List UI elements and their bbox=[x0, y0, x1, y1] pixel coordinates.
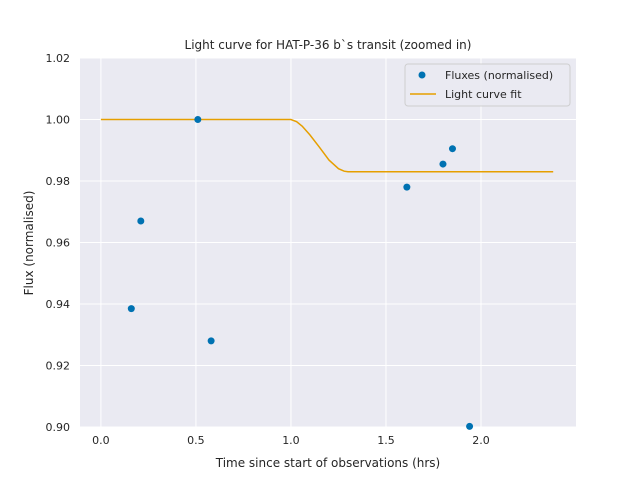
y-tick-label: 0.96 bbox=[46, 237, 71, 250]
y-tick-label: 0.90 bbox=[46, 421, 71, 434]
data-point bbox=[137, 217, 145, 225]
x-tick-label: 1.0 bbox=[282, 434, 300, 447]
points-layer bbox=[127, 116, 474, 430]
x-axis-ticks: 0.0 0.5 1.0 1.5 2.0 bbox=[92, 434, 490, 447]
data-point bbox=[448, 145, 456, 153]
legend-marker-fluxes bbox=[418, 71, 426, 79]
y-tick-label: 0.94 bbox=[46, 298, 71, 311]
x-tick-label: 0.0 bbox=[92, 434, 110, 447]
y-axis-label: Flux (normalised) bbox=[22, 191, 36, 296]
data-point bbox=[194, 116, 202, 123]
x-tick-label: 1.5 bbox=[377, 434, 395, 447]
data-point bbox=[403, 183, 411, 191]
fit-curve bbox=[100, 118, 554, 173]
grid-lines bbox=[80, 57, 576, 428]
chart-title: Light curve for HAT-P-36 b`s transit (zo… bbox=[185, 38, 472, 52]
x-axis-label: Time since start of observations (hrs) bbox=[215, 456, 441, 470]
data-point bbox=[466, 422, 474, 430]
data-point bbox=[127, 305, 135, 313]
y-axis-ticks: 0.90 0.92 0.94 0.96 0.98 1.00 1.02 bbox=[46, 52, 71, 434]
data-point bbox=[207, 337, 215, 345]
y-tick-label: 0.98 bbox=[46, 175, 71, 188]
y-tick-label: 1.02 bbox=[46, 52, 71, 65]
y-tick-label: 1.00 bbox=[46, 114, 71, 127]
legend: Fluxes (normalised) Light curve fit bbox=[404, 63, 571, 107]
x-tick-label: 2.0 bbox=[472, 434, 490, 447]
legend-label-fit: Light curve fit bbox=[445, 88, 522, 101]
legend-label-fluxes: Fluxes (normalised) bbox=[445, 69, 553, 82]
fit-layer bbox=[100, 118, 554, 173]
y-tick-label: 0.92 bbox=[46, 360, 71, 373]
legend-box bbox=[404, 63, 571, 107]
x-tick-label: 0.5 bbox=[187, 434, 205, 447]
data-point bbox=[439, 160, 447, 168]
